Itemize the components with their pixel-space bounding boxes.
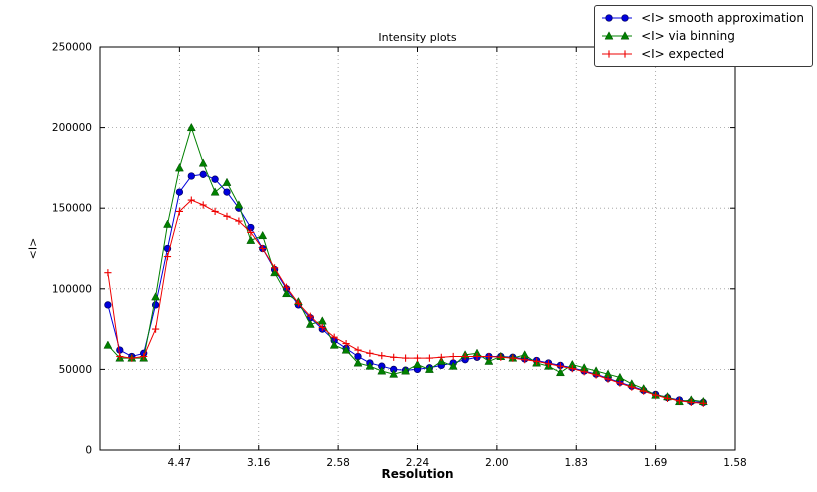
chart-title: Intensity plots — [378, 31, 457, 44]
svg-text:50000: 50000 — [59, 364, 92, 376]
svg-text:1.69: 1.69 — [644, 457, 667, 469]
svg-text:1.83: 1.83 — [565, 457, 588, 469]
y-axis-label: <I> — [26, 237, 40, 260]
series-2 — [104, 196, 707, 407]
svg-text:200000: 200000 — [52, 122, 92, 134]
legend-marker-triangle-icon — [600, 29, 634, 43]
svg-text:250000: 250000 — [52, 42, 92, 54]
legend-marker-plus-icon — [600, 47, 634, 61]
legend: <I> smooth approximation <I> via binning… — [594, 5, 813, 67]
legend-marker-circle-icon — [600, 11, 634, 25]
legend-item-expected: <I> expected — [600, 45, 804, 63]
svg-text:2.58: 2.58 — [326, 457, 349, 469]
x-axis-label: Resolution — [381, 467, 454, 481]
legend-item-via-binning: <I> via binning — [600, 27, 804, 45]
svg-text:150000: 150000 — [52, 203, 92, 215]
legend-label: <I> smooth approximation — [641, 11, 804, 25]
y-axis-ticks: 0 50000 100000 150000 200000 250000 — [52, 42, 735, 457]
svg-text:2.00: 2.00 — [485, 457, 508, 469]
svg-text:100000: 100000 — [52, 283, 92, 295]
legend-label: <I> via binning — [641, 29, 735, 43]
svg-text:0: 0 — [85, 445, 92, 457]
legend-label: <I> expected — [641, 47, 725, 61]
svg-text:4.47: 4.47 — [168, 457, 191, 469]
x-axis-ticks: 4.47 3.16 2.58 2.24 2.00 1.83 1.69 1.58 — [168, 47, 747, 469]
legend-item-smooth-approximation: <I> smooth approximation — [600, 9, 804, 27]
series-1 — [103, 122, 708, 406]
svg-text:3.16: 3.16 — [247, 457, 271, 469]
svg-text:2.24: 2.24 — [406, 457, 430, 469]
svg-text:1.58: 1.58 — [723, 457, 746, 469]
